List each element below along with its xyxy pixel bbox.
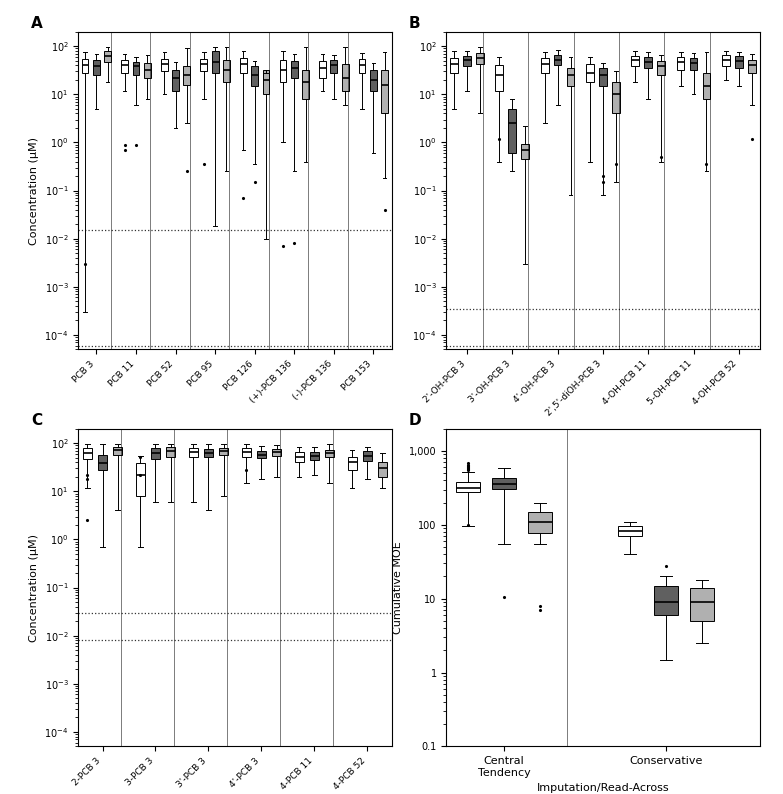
PathPatch shape [378,462,387,477]
PathPatch shape [690,588,713,621]
PathPatch shape [521,144,529,159]
PathPatch shape [219,448,228,455]
PathPatch shape [189,449,198,457]
PathPatch shape [240,58,247,73]
PathPatch shape [204,449,213,457]
PathPatch shape [554,56,561,65]
PathPatch shape [113,447,122,455]
PathPatch shape [302,70,309,99]
PathPatch shape [619,526,641,536]
PathPatch shape [476,53,484,64]
PathPatch shape [363,451,372,461]
PathPatch shape [81,59,88,73]
PathPatch shape [104,52,111,62]
PathPatch shape [325,450,334,457]
PathPatch shape [319,60,326,78]
PathPatch shape [257,451,266,457]
PathPatch shape [690,58,698,70]
PathPatch shape [211,52,218,73]
PathPatch shape [496,65,503,91]
Text: C: C [31,413,42,428]
PathPatch shape [348,457,357,470]
PathPatch shape [657,60,665,75]
PathPatch shape [655,586,677,615]
PathPatch shape [280,60,287,82]
PathPatch shape [310,453,319,460]
X-axis label: Imputation/Read-Across
Approach: Imputation/Read-Across Approach [536,783,669,794]
PathPatch shape [722,56,730,67]
PathPatch shape [677,57,684,70]
PathPatch shape [586,64,594,82]
PathPatch shape [359,59,366,73]
PathPatch shape [135,464,145,496]
PathPatch shape [381,70,388,114]
Y-axis label: Concentration (μM): Concentration (μM) [29,534,39,642]
PathPatch shape [599,68,607,86]
PathPatch shape [242,449,251,457]
PathPatch shape [508,109,516,153]
Y-axis label: Concentration (μM): Concentration (μM) [29,137,39,245]
PathPatch shape [166,447,175,457]
PathPatch shape [294,453,304,462]
PathPatch shape [144,63,150,78]
PathPatch shape [644,57,652,68]
PathPatch shape [493,478,516,488]
PathPatch shape [456,482,480,491]
PathPatch shape [541,58,549,73]
PathPatch shape [132,62,139,75]
PathPatch shape [200,59,207,71]
PathPatch shape [83,449,92,459]
PathPatch shape [183,67,190,84]
PathPatch shape [450,58,458,73]
PathPatch shape [463,56,471,67]
PathPatch shape [567,68,575,86]
PathPatch shape [735,56,743,67]
PathPatch shape [612,82,619,114]
PathPatch shape [251,67,258,86]
PathPatch shape [262,70,269,94]
PathPatch shape [272,449,281,456]
PathPatch shape [529,512,551,533]
PathPatch shape [341,64,348,91]
PathPatch shape [172,70,179,91]
PathPatch shape [98,455,107,470]
PathPatch shape [93,60,99,75]
PathPatch shape [121,60,128,73]
PathPatch shape [702,73,710,99]
PathPatch shape [330,60,337,73]
Text: A: A [31,16,43,31]
PathPatch shape [161,59,168,71]
PathPatch shape [631,56,639,67]
PathPatch shape [748,60,756,73]
Text: D: D [409,413,421,428]
PathPatch shape [223,60,230,82]
PathPatch shape [290,60,298,78]
PathPatch shape [370,70,377,91]
Text: B: B [409,16,420,31]
PathPatch shape [151,449,160,459]
Y-axis label: Cumulative MOE: Cumulative MOE [393,542,403,634]
